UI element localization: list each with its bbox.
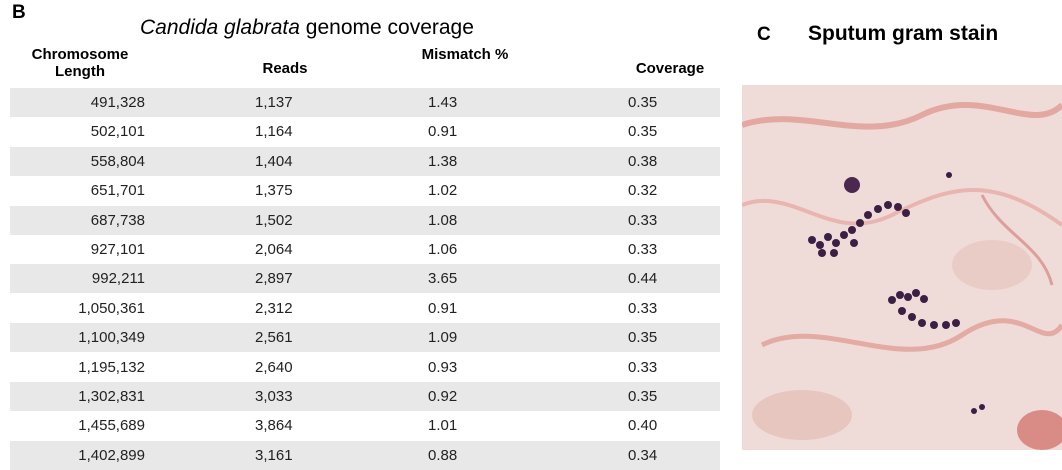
table-cell: 1,404 — [255, 152, 293, 170]
table-cell: 0.38 — [628, 152, 658, 170]
table-cell: 1,375 — [255, 182, 293, 200]
table-cell: 0.88 — [428, 446, 458, 464]
table-title: Candida glabrata genome coverage — [140, 16, 474, 40]
table-cell: 0.35 — [628, 94, 658, 111]
table-cell: 1,455,689 — [78, 417, 145, 435]
table-cell: 2,561 — [255, 329, 293, 347]
micrograph — [742, 85, 1062, 450]
column-header: Reads — [262, 60, 308, 77]
table-cell: 1.09 — [428, 329, 458, 347]
table-row: 1,195,132 2,640 0.93 0.33 — [10, 352, 720, 382]
table-cell: 0.93 — [428, 358, 458, 376]
table-cell: 0.35 — [628, 329, 658, 347]
table-cell: 558,804 — [90, 152, 145, 170]
table-cell: 0.33 — [628, 211, 658, 229]
table-cell: 0.33 — [628, 299, 658, 317]
table-cell: 0.35 — [628, 123, 658, 141]
table-row: 1,455,689 3,864 1.01 0.40 — [10, 411, 720, 441]
table-row: 651,701 1,375 1.02 0.32 — [10, 176, 720, 206]
table-cell: 491,328 — [90, 94, 145, 111]
table-cell: 2,897 — [255, 270, 293, 288]
table-cell: 0.91 — [428, 123, 458, 141]
table-cell: 1,195,132 — [78, 358, 145, 376]
column-header: Chromosome Length — [31, 46, 129, 80]
table-cell: 1.01 — [428, 417, 458, 435]
table-cell: 927,101 — [90, 241, 145, 258]
table-cell: 1,050,361 — [78, 299, 145, 317]
table-cell: 0.32 — [628, 182, 658, 200]
table-row: 1,050,361 2,312 0.91 0.33 — [10, 293, 720, 323]
table-cell: 0.44 — [628, 270, 658, 288]
table-row: 1,100,349 2,561 1.09 0.35 — [10, 323, 720, 353]
table-cell: 0.92 — [428, 388, 458, 405]
table-cell: 1,402,899 — [78, 446, 145, 464]
table-cell: 1,137 — [255, 94, 293, 111]
column-header: Mismatch % — [421, 46, 509, 63]
panel-label: B — [12, 2, 26, 23]
table-cell: 1,164 — [255, 123, 293, 141]
table-cell: 0.91 — [428, 299, 458, 317]
table-cell: 1.06 — [428, 241, 458, 258]
table-cell: 2,640 — [255, 358, 293, 376]
table-cell: 0.34 — [628, 446, 658, 464]
table-cell: 0.40 — [628, 417, 658, 435]
table-row: 687,738 1,502 1.08 0.33 — [10, 205, 720, 235]
table-cell: 0.33 — [628, 358, 658, 376]
table-row: 1,302,831 3,033 0.92 0.35 — [10, 382, 720, 411]
table-cell: 1.38 — [428, 152, 458, 170]
table-row: 502,101 1,164 0.91 0.35 — [10, 117, 720, 147]
panel-label: C — [757, 24, 771, 45]
table-row: 491,328 1,137 1.43 0.35 — [10, 88, 720, 117]
table-cell: 1,502 — [255, 211, 293, 229]
column-header: Coverage — [635, 60, 705, 77]
table-cell: 3,161 — [255, 446, 293, 464]
table-cell: 1.08 — [428, 211, 458, 229]
title-rest: genome coverage — [305, 16, 474, 39]
table-cell: 687,738 — [90, 211, 145, 229]
title-italic: Candida glabrata — [140, 16, 300, 39]
table-cell: 1.02 — [428, 182, 458, 200]
table-cell: 3,864 — [255, 417, 293, 435]
table-cell: 992,211 — [91, 270, 145, 288]
table-row: 992,211 2,897 3.65 0.44 — [10, 264, 720, 294]
table-cell: 1.43 — [428, 94, 458, 111]
table-cell: 3.65 — [428, 270, 458, 288]
table-cell: 502,101 — [90, 123, 145, 141]
table-cell: 1,100,349 — [78, 329, 145, 347]
table-cell: 651,701 — [90, 182, 145, 200]
table-cell: 3,033 — [255, 388, 293, 405]
table-cell: 1,302,831 — [78, 388, 145, 405]
table-cell: 0.35 — [628, 388, 658, 405]
table-row: 1,402,899 3,161 0.88 0.34 — [10, 440, 720, 470]
table-row: 927,101 2,064 1.06 0.33 — [10, 235, 720, 264]
table-cell: 2,064 — [255, 241, 293, 258]
image-title: Sputum gram stain — [808, 22, 999, 45]
table-cell: 2,312 — [255, 299, 293, 317]
table-row: 558,804 1,404 1.38 0.38 — [10, 146, 720, 176]
table-cell: 0.33 — [628, 241, 658, 258]
